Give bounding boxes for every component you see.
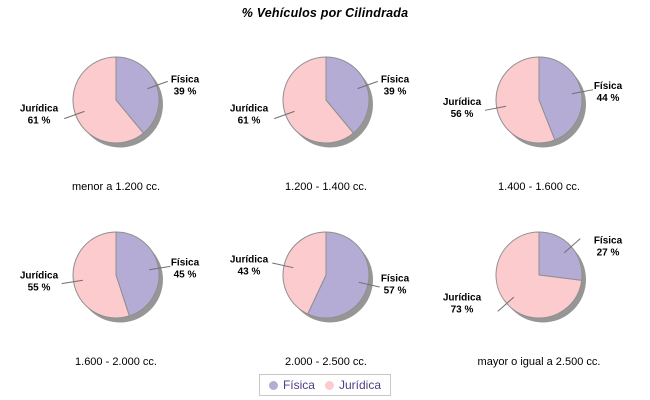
slice-label-name: Jurídica — [443, 292, 482, 303]
legend-bullet-juridica-icon — [324, 380, 334, 390]
slice-label-name: Física — [171, 74, 200, 85]
slice-leader-line — [64, 110, 85, 120]
slice-label-value: 56 % — [451, 109, 474, 120]
slice-label-name: Jurídica — [230, 104, 269, 115]
slice-label-name: Jurídica — [20, 271, 59, 282]
slice-label-value: 27 % — [597, 248, 620, 259]
slice-label-name: Física — [171, 257, 200, 268]
slice-label-value: 44 % — [597, 93, 620, 104]
slice-label-value: 61 % — [238, 116, 261, 127]
slice-label-value: 45 % — [174, 269, 197, 280]
pie-slice-fisica — [538, 231, 583, 281]
pie-category-label: mayor o igual a 2.500 cc. — [478, 356, 601, 368]
slice-leader-line — [61, 279, 83, 285]
slice-leader-line — [357, 80, 378, 90]
slice-label-value: 55 % — [28, 283, 51, 294]
slice-leader-line — [272, 262, 294, 269]
slice-label-value: 61 % — [28, 116, 51, 127]
slice-leader-line — [563, 238, 581, 254]
slice-leader-line — [484, 105, 507, 111]
slice-label-value: 43 % — [238, 267, 261, 278]
slice-leader-line — [358, 281, 380, 288]
legend-item-fisica: Física — [268, 378, 315, 392]
legend-bullet-fisica-icon — [268, 380, 278, 390]
chart-title: % Vehículos por Cilindrada — [241, 6, 409, 20]
slice-label-name: Jurídica — [230, 255, 269, 266]
slice-label-value: 57 % — [384, 285, 407, 296]
legend: Física Jurídica — [258, 374, 392, 396]
legend-item-juridica: Jurídica — [324, 378, 382, 392]
pie-category-label: 1.200 - 1.400 cc. — [285, 181, 367, 193]
slice-label-name: Jurídica — [20, 104, 59, 115]
slice-label-name: Física — [381, 273, 410, 284]
slice-label-value: 39 % — [384, 86, 407, 97]
slice-label-value: 39 % — [174, 86, 197, 97]
slice-leader-line — [147, 80, 168, 90]
pie-category-label: menor a 1.200 cc. — [72, 181, 160, 193]
slice-label-value: 73 % — [451, 304, 474, 315]
slice-label-name: Física — [594, 236, 623, 247]
slice-leader-line — [149, 265, 171, 271]
legend-label-juridica: Jurídica — [338, 378, 382, 392]
pie-category-label: 1.400 - 1.600 cc. — [498, 181, 580, 193]
slice-label-name: Física — [594, 81, 623, 92]
pie-category-label: 2.000 - 2.500 cc. — [285, 356, 367, 368]
pie-category-label: 1.600 - 2.000 cc. — [75, 356, 157, 368]
slice-leader-line — [497, 296, 515, 312]
slice-label-name: Física — [381, 74, 410, 85]
slice-leader-line — [274, 110, 295, 120]
slice-leader-line — [571, 89, 594, 95]
slice-label-name: Jurídica — [443, 97, 482, 108]
legend-label-fisica: Física — [282, 378, 315, 392]
